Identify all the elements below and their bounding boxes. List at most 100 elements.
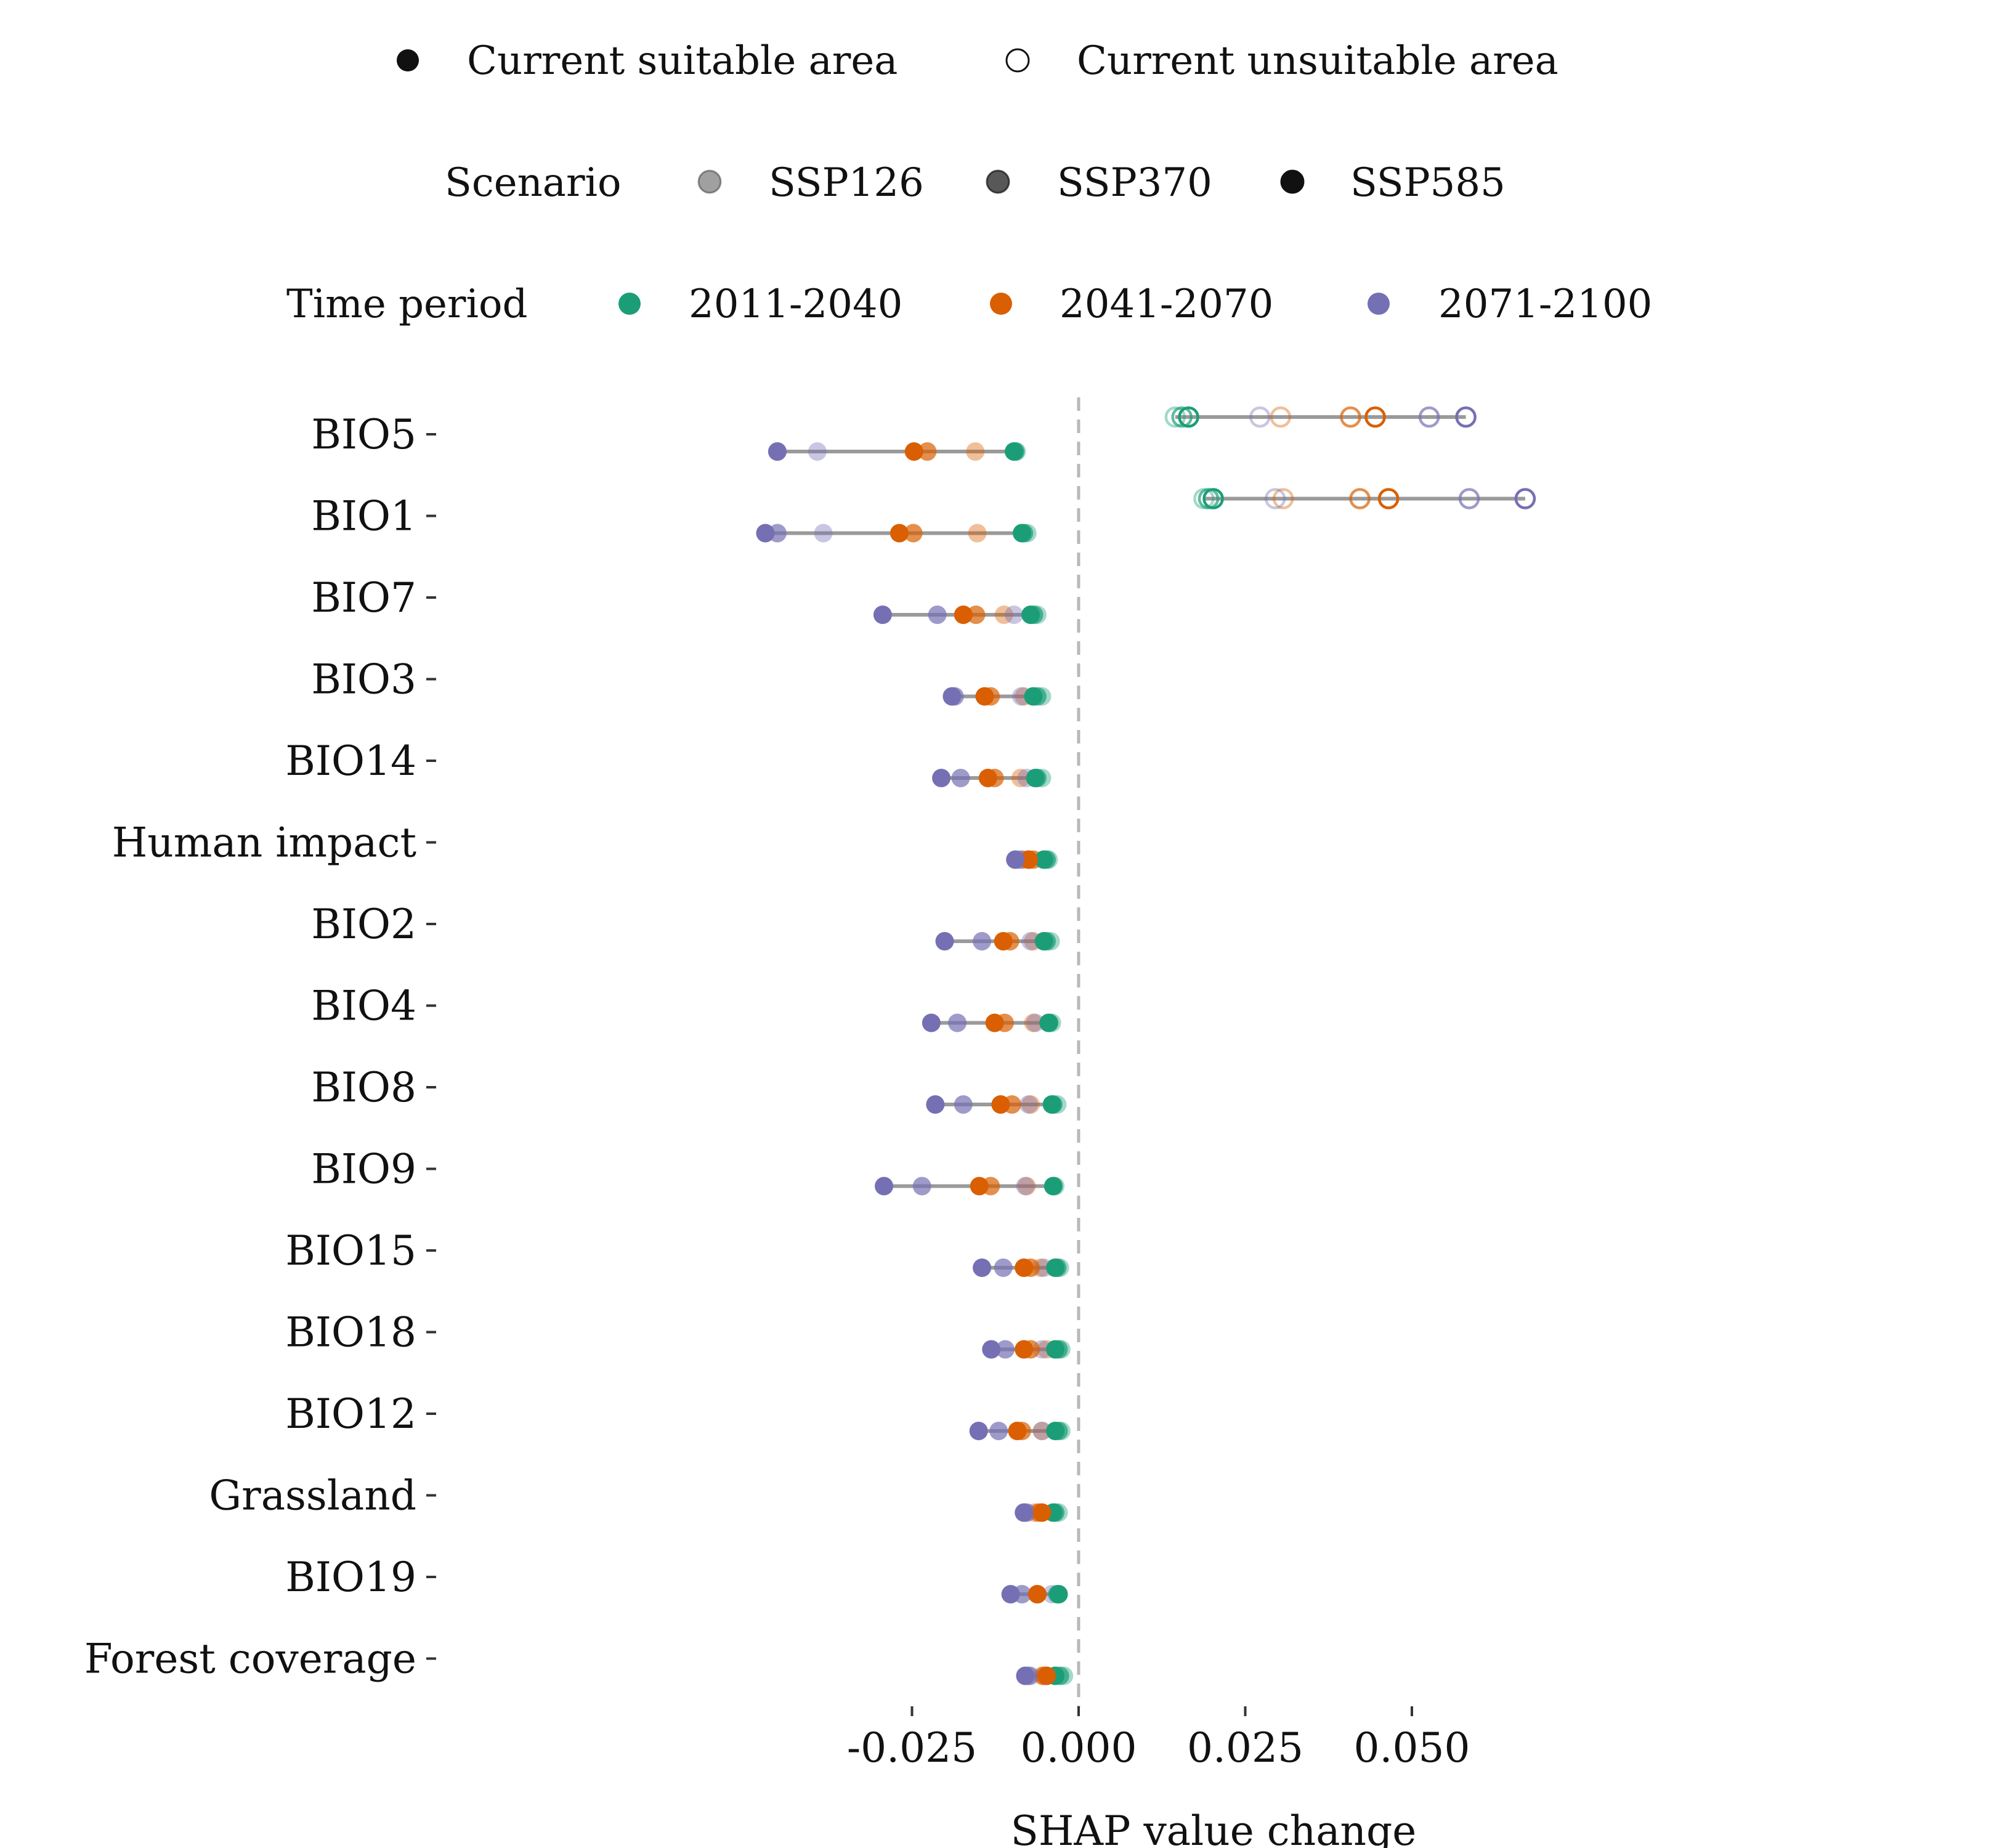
suitable-point-bio5-2071-2100-ssp585 [768, 442, 787, 461]
unsuitable-point-bio5-2071-2100-ssp370 [1418, 406, 1440, 428]
row-bio15 [973, 1258, 1069, 1277]
suitable-point-bio1-2041-2070-ssp585 [890, 524, 909, 543]
y-tick-label-bio4: BIO4 [311, 983, 416, 1030]
y-axis: BIO5 BIO1 BIO7 BIO3 BIO14 Human impact BIO2 BIO… [84, 411, 436, 1683]
y-tick-label-bio5: BIO5 [311, 411, 416, 458]
legend-label-current-suitable-area: Current suitable area [467, 38, 898, 84]
suitable-point-bio7-2071-2100-ssp126 [1005, 606, 1024, 624]
suitable-point-bio5-2041-2070-ssp585 [904, 442, 923, 461]
suitable-point-bio14-2071-2100-ssp370 [951, 769, 970, 787]
legend-label-ssp585: SSP585 [1350, 160, 1506, 206]
suitable-point-bio3-2041-2070-ssp585 [975, 687, 994, 706]
y-tick-label-bio15: BIO15 [285, 1227, 416, 1275]
suitable-point-bio7-2041-2070-ssp585 [954, 606, 973, 624]
suitable-point-bio8-2071-2100-ssp126 [1019, 1095, 1038, 1114]
legend-title-time-period: Time period [286, 282, 527, 327]
suitable-point-bio4-2011-2040-ssp585 [1039, 1013, 1058, 1032]
legend-label-ssp370: SSP370 [1057, 160, 1212, 206]
legend-label-2011-2040: 2011-2040 [689, 282, 902, 327]
suitable-point-bio9-2071-2100-ssp126 [1016, 1177, 1035, 1196]
legend-title-scenario: Scenario [445, 160, 622, 206]
legend-item-2011-2040: 2011-2040 [618, 282, 902, 327]
suitable-point-bio7-2071-2100-ssp585 [873, 606, 892, 624]
suitable-point-bio18-2041-2070-ssp585 [1015, 1340, 1034, 1359]
y-tick-label-human-impact: Human impact [112, 819, 416, 867]
y-tick-label-bio19: BIO19 [285, 1554, 416, 1601]
suitable-point-bio1-2011-2040-ssp585 [1013, 524, 1032, 543]
unsuitable-point-bio1-2041-2070-ssp370 [1349, 488, 1371, 509]
legend-item-current-unsuitable-area: Current unsuitable area [1005, 38, 1558, 84]
y-tick-label-bio18: BIO18 [285, 1309, 416, 1356]
suitable-point-bio18-2071-2100-ssp585 [982, 1340, 1001, 1359]
suitable-point-bio7-2011-2040-ssp585 [1021, 606, 1040, 624]
suitable-point-bio5-2011-2040-ssp585 [1005, 442, 1024, 461]
suitable-point-human-impact-2071-2100-ssp585 [1006, 850, 1025, 869]
unsuitable-point-bio5-2041-2070-ssp370 [1340, 406, 1361, 428]
row-bio19 [1001, 1585, 1068, 1603]
row-bio2 [935, 932, 1060, 950]
row-bio7 [873, 606, 1047, 624]
suitable-point-bio9-2041-2070-ssp585 [970, 1177, 989, 1196]
suitable-point-human-impact-2011-2040-ssp585 [1034, 850, 1053, 869]
suitable-point-bio12-2041-2070-ssp126 [1032, 1422, 1052, 1440]
suitable-point-bio9-2071-2100-ssp585 [875, 1177, 894, 1196]
suitable-point-bio19-2011-2040-ssp585 [1049, 1585, 1068, 1603]
row-bio18 [982, 1340, 1071, 1359]
legend-item-current-suitable-area: Current suitable area [397, 38, 898, 84]
suitable-point-bio4-2041-2070-ssp126 [1024, 1013, 1043, 1032]
suitable-point-bio7-2041-2070-ssp370 [967, 606, 986, 624]
row-grassland [1015, 1503, 1068, 1522]
suitable-point-bio15-2041-2070-ssp585 [1015, 1258, 1034, 1277]
suitable-point-bio14-2041-2070-ssp126 [1011, 769, 1030, 787]
suitable-point-bio18-2071-2100-ssp370 [995, 1340, 1015, 1359]
unsuitable-point-bio5-2041-2070-ssp585 [1364, 406, 1386, 428]
suitable-point-bio12-2011-2040-ssp585 [1046, 1422, 1065, 1440]
suitable-point-bio7-2071-2100-ssp370 [928, 606, 947, 624]
legend-key-2071-2100 [1368, 293, 1390, 315]
legend-label-current-unsuitable-area: Current unsuitable area [1077, 38, 1558, 84]
legend-key-ssp370 [986, 169, 1010, 194]
suitable-point-bio2-2011-2040-ssp585 [1034, 932, 1053, 950]
y-tick-label-bio12: BIO12 [285, 1390, 416, 1438]
suitable-point-human-impact-2041-2070-ssp585 [1019, 850, 1038, 869]
legend-label-2071-2100: 2071-2100 [1438, 282, 1652, 327]
unsuitable-point-bio5-2011-2040-ssp585 [1178, 406, 1199, 428]
row-human-impact [1006, 850, 1058, 869]
unsuitable-point-bio1-2011-2040-ssp585 [1202, 488, 1224, 509]
suitable-point-forest-coverage-2071-2100-ssp585 [1016, 1666, 1035, 1685]
unsuitable-point-bio5-2071-2100-ssp585 [1455, 406, 1477, 428]
suitable-point-grassland-2041-2070-ssp585 [1032, 1503, 1052, 1522]
unsuitable-point-bio1-2071-2100-ssp126 [1264, 488, 1286, 509]
unsuitable-point-bio1-2041-2070-ssp126 [1272, 488, 1294, 509]
y-tick-label-bio8: BIO8 [311, 1064, 416, 1111]
unsuitable-point-bio5-2071-2100-ssp126 [1249, 406, 1271, 428]
suitable-point-bio2-2071-2100-ssp585 [935, 932, 954, 950]
suitable-point-bio4-2071-2100-ssp126 [1026, 1013, 1045, 1032]
y-tick-label-bio14: BIO14 [285, 737, 416, 785]
suitable-point-bio12-2041-2070-ssp585 [1008, 1422, 1027, 1440]
suitable-point-bio15-2071-2100-ssp585 [973, 1258, 992, 1277]
row-bio4 [922, 1013, 1061, 1032]
suitable-point-bio8-2011-2040-ssp585 [1042, 1095, 1061, 1114]
suitable-point-bio4-2071-2100-ssp370 [948, 1013, 967, 1032]
suitable-point-bio19-2041-2070-ssp585 [1027, 1585, 1047, 1603]
suitable-point-bio5-2041-2070-ssp370 [918, 442, 937, 461]
legend-item-2041-2070: 2041-2070 [990, 282, 1273, 327]
legend: Current suitable area Current unsuitable … [286, 38, 1652, 327]
suitable-point-bio1-2071-2100-ssp585 [756, 524, 775, 543]
suitable-point-bio8-2071-2100-ssp370 [954, 1095, 973, 1114]
suitable-point-bio18-2011-2040-ssp585 [1046, 1340, 1065, 1359]
suitable-point-bio19-2071-2100-ssp585 [1001, 1585, 1020, 1603]
y-tick-label-grassland: Grassland [209, 1472, 416, 1520]
unsuitable-point-bio1-2071-2100-ssp585 [1514, 488, 1536, 509]
row-bio3 [942, 687, 1052, 706]
suitable-point-bio8-2041-2070-ssp126 [1021, 1095, 1040, 1114]
legend-item-ssp585: SSP585 [1280, 160, 1506, 206]
suitable-point-bio5-2041-2070-ssp126 [966, 442, 985, 461]
row-forest-coverage [1016, 1666, 1074, 1685]
legend-item-2071-2100: 2071-2100 [1368, 282, 1652, 327]
plot-area [756, 397, 1536, 1708]
suitable-point-bio12-2071-2100-ssp370 [989, 1422, 1008, 1440]
legend-key-current-unsuitable-area [1005, 48, 1030, 73]
